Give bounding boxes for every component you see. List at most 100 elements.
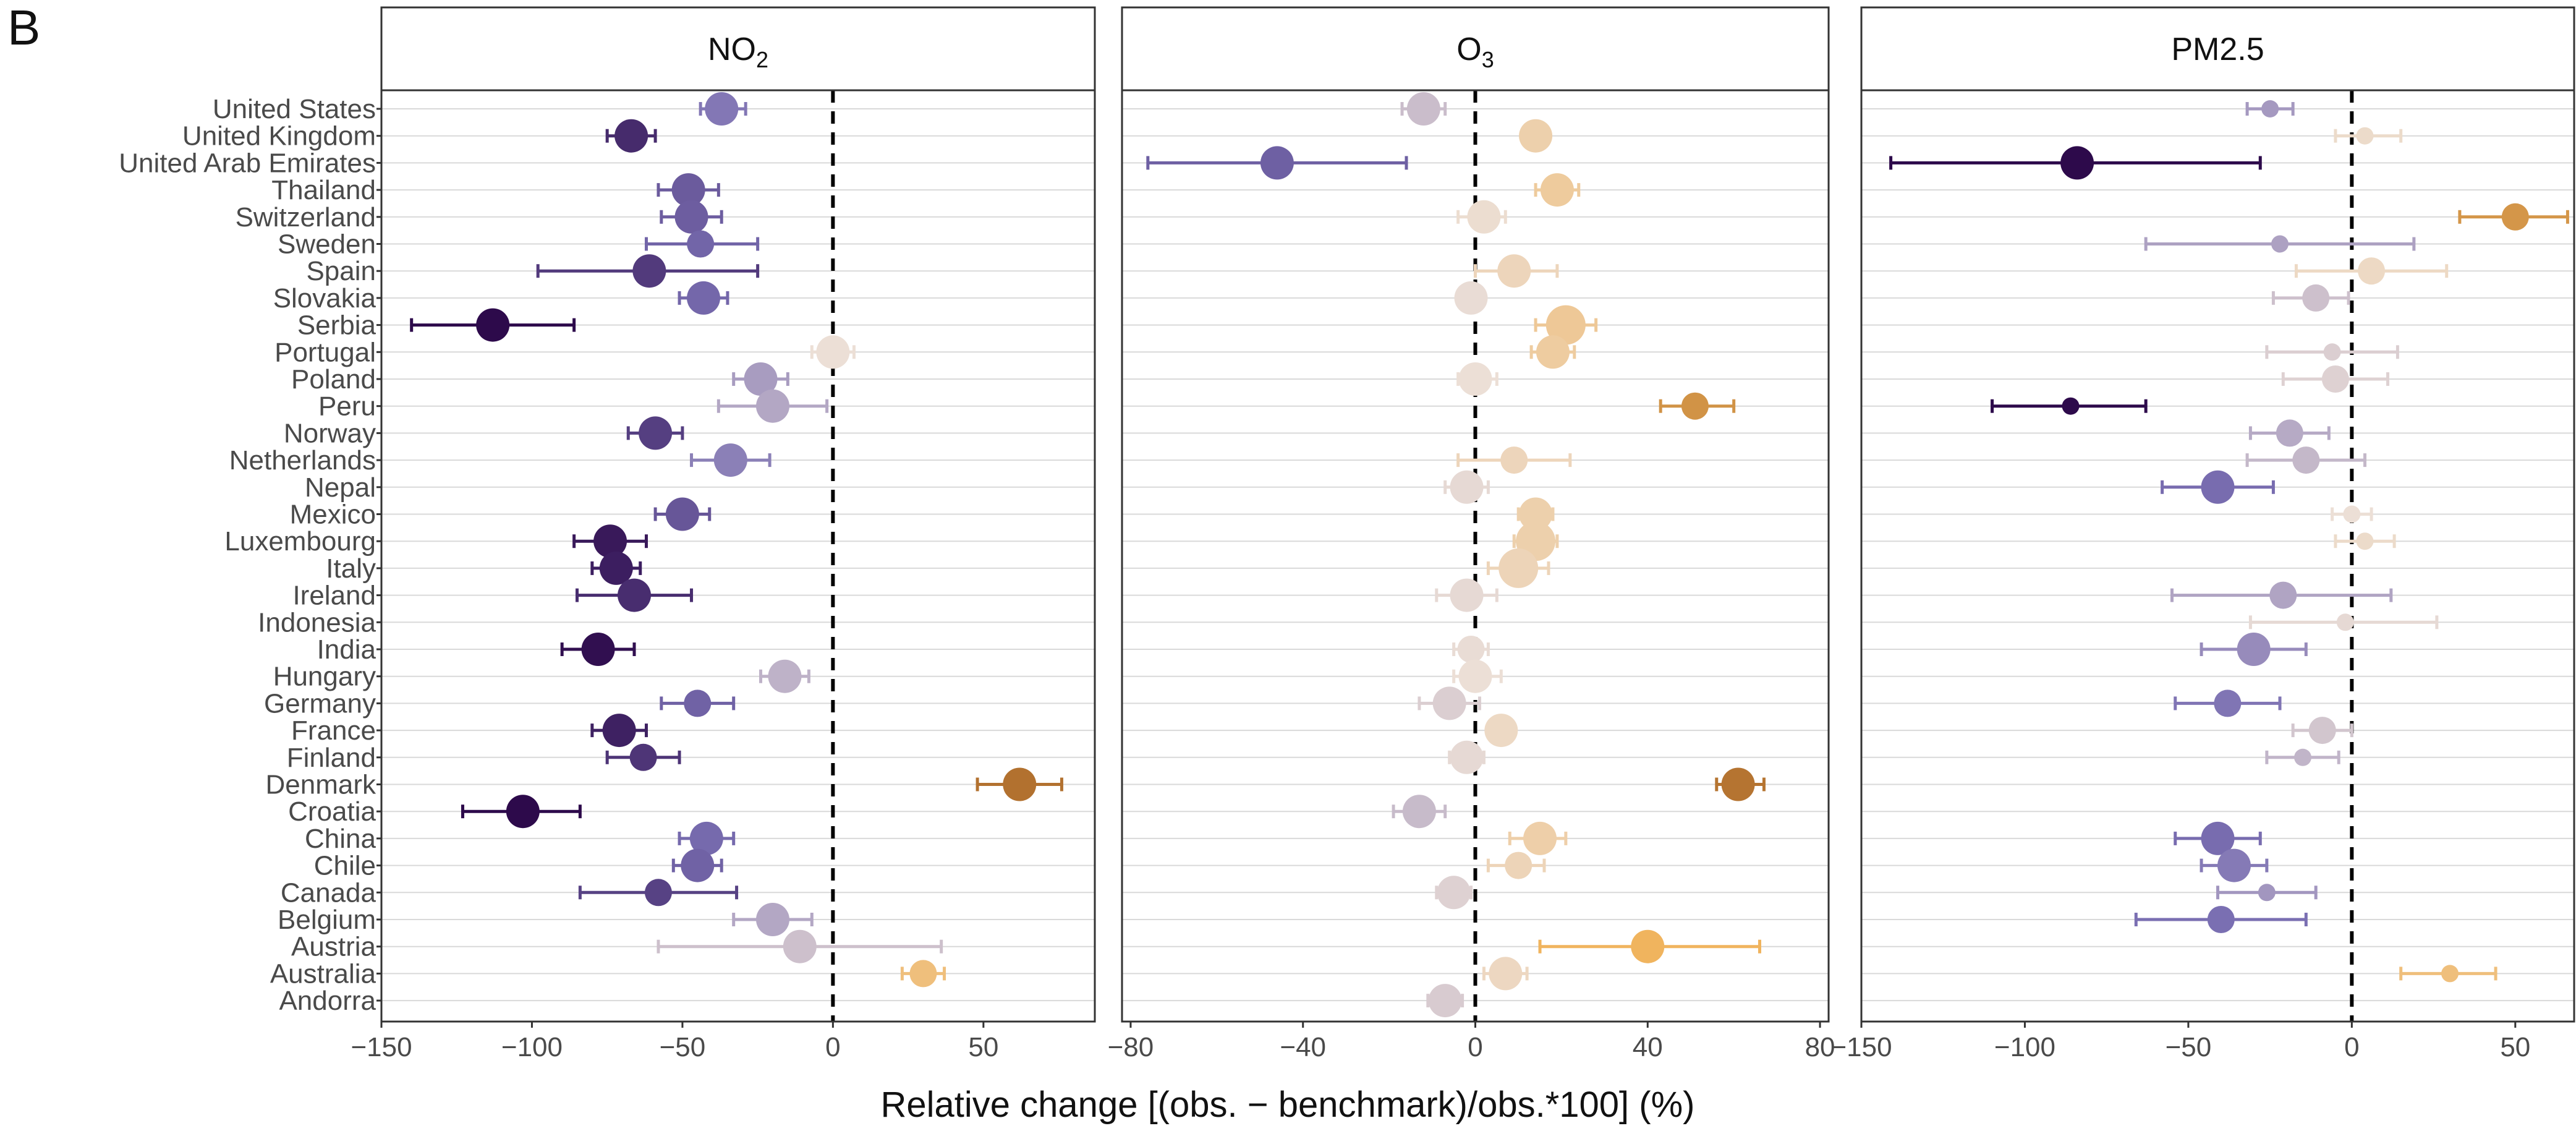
- point-marker: [1437, 876, 1471, 910]
- point-marker: [1631, 929, 1665, 963]
- point-o3-peru: [1659, 392, 1736, 420]
- point-marker: [2321, 365, 2349, 393]
- x-tick-label: −50: [660, 1032, 706, 1062]
- point-o3-india: [1452, 636, 1490, 663]
- point-marker: [602, 714, 636, 748]
- x-tick-label: −50: [2166, 1032, 2212, 1062]
- point-marker: [687, 230, 715, 258]
- country-label-poland: Poland: [291, 364, 376, 395]
- point-no2-hungary: [759, 659, 810, 693]
- point-marker: [755, 903, 789, 936]
- point-marker: [1457, 636, 1485, 663]
- point-o3-nepal: [1443, 470, 1490, 504]
- point-o3-hungary: [1452, 659, 1503, 693]
- point-marker: [1003, 767, 1037, 801]
- point-marker: [671, 173, 705, 207]
- point-marker: [1458, 362, 1492, 396]
- point-marker: [2336, 613, 2354, 631]
- point-marker: [2062, 397, 2080, 415]
- country-label-switzerland: Switzerland: [236, 202, 376, 233]
- point-marker: [1428, 984, 1462, 1018]
- x-tick-label: −150: [351, 1032, 412, 1062]
- point-marker: [2441, 965, 2459, 983]
- point-o3-austria: [1538, 929, 1761, 963]
- panel-o3: O3 −80 −40 0 40 80: [1108, 6, 1835, 1062]
- point-no2-peru: [716, 389, 829, 423]
- point-pm2-5-ireland: [2170, 581, 2393, 609]
- point-o3-serbia: [1534, 305, 1598, 345]
- country-label-netherlands: Netherlands: [229, 445, 376, 476]
- point-marker: [644, 879, 672, 907]
- x-tick-label: 0: [1468, 1032, 1482, 1062]
- point-o3-andorra: [1426, 984, 1464, 1018]
- panel-title-o3: O3: [1456, 32, 1494, 72]
- point-marker: [681, 848, 715, 882]
- point-o3-poland: [1456, 362, 1498, 396]
- country-label-united-kingdom: United Kingdom: [182, 121, 376, 152]
- panel-title-pm2-5: PM2.5: [2171, 32, 2264, 67]
- point-marker: [2261, 100, 2279, 117]
- point-o3-denmark: [1715, 767, 1766, 801]
- point-pm2-5-mexico: [2331, 505, 2373, 523]
- country-label-austria: Austria: [291, 932, 376, 962]
- point-pm2-5-finland: [2265, 748, 2340, 766]
- point-marker: [1450, 470, 1484, 504]
- x-tick-label: −150: [1830, 1032, 1892, 1062]
- point-marker: [909, 960, 937, 988]
- point-no2-finland: [605, 743, 681, 771]
- point-pm2-5-spain: [2294, 257, 2449, 285]
- point-marker: [1519, 119, 1553, 153]
- point-no2-belgium: [732, 903, 814, 936]
- point-no2-slovakia: [678, 281, 729, 315]
- point-o3-united-states: [1400, 92, 1447, 126]
- point-marker: [2201, 470, 2235, 504]
- point-o3-mexico: [1516, 497, 1555, 531]
- country-label-andorra: Andorra: [279, 986, 376, 1016]
- point-marker: [687, 281, 721, 315]
- point-o3-united-kingdom: [1519, 119, 1553, 153]
- point-marker: [1498, 548, 1539, 588]
- point-marker: [581, 633, 615, 666]
- point-marker: [506, 795, 540, 829]
- point-marker: [1467, 200, 1501, 234]
- point-marker: [2501, 203, 2529, 231]
- point-marker: [1450, 740, 1484, 774]
- point-marker: [705, 92, 739, 126]
- point-no2-denmark: [976, 767, 1063, 801]
- point-o3-switzerland: [1456, 200, 1507, 234]
- point-pm2-5-slovakia: [2271, 284, 2350, 312]
- point-marker: [2308, 717, 2336, 745]
- country-label-serbia: Serbia: [297, 310, 376, 341]
- point-pm2-5-united-arab-emirates: [1889, 146, 2262, 180]
- point-o3-finland: [1448, 740, 1486, 774]
- point-marker: [476, 308, 510, 342]
- point-marker: [2323, 343, 2341, 361]
- point-no2-united-kingdom: [605, 119, 657, 153]
- country-label-france: France: [291, 715, 376, 746]
- x-tick-label: −100: [501, 1032, 563, 1062]
- point-pm2-5-netherlands: [2245, 446, 2367, 474]
- point-no2-switzerland: [660, 200, 723, 234]
- chart-panels: NO2 −150 −100 −50 0 50 O3 −80 −40 0 40 80 PM2.5 −150 −…: [351, 6, 2575, 1062]
- point-no2-norway: [626, 416, 684, 450]
- country-label-china: China: [305, 824, 376, 854]
- country-label-portugal: Portugal: [274, 337, 376, 367]
- point-o3-italy: [1486, 548, 1550, 588]
- point-marker: [1402, 795, 1436, 829]
- country-label-mexico: Mexico: [290, 500, 376, 530]
- point-pm2-5-switzerland: [2458, 203, 2569, 231]
- country-label-indonesia: Indonesia: [258, 607, 376, 638]
- point-no2-france: [590, 714, 648, 748]
- point-pm2-5-china: [2174, 821, 2262, 855]
- point-o3-china: [1508, 821, 1568, 855]
- point-marker: [1260, 146, 1294, 180]
- point-marker: [744, 362, 778, 396]
- point-marker: [2276, 419, 2303, 447]
- panel-title-no2: NO2: [708, 32, 768, 72]
- point-o3-chile: [1486, 851, 1546, 879]
- point-marker: [2269, 581, 2297, 609]
- point-no2-china: [678, 821, 736, 855]
- point-marker: [1721, 767, 1755, 801]
- point-marker: [2060, 146, 2094, 180]
